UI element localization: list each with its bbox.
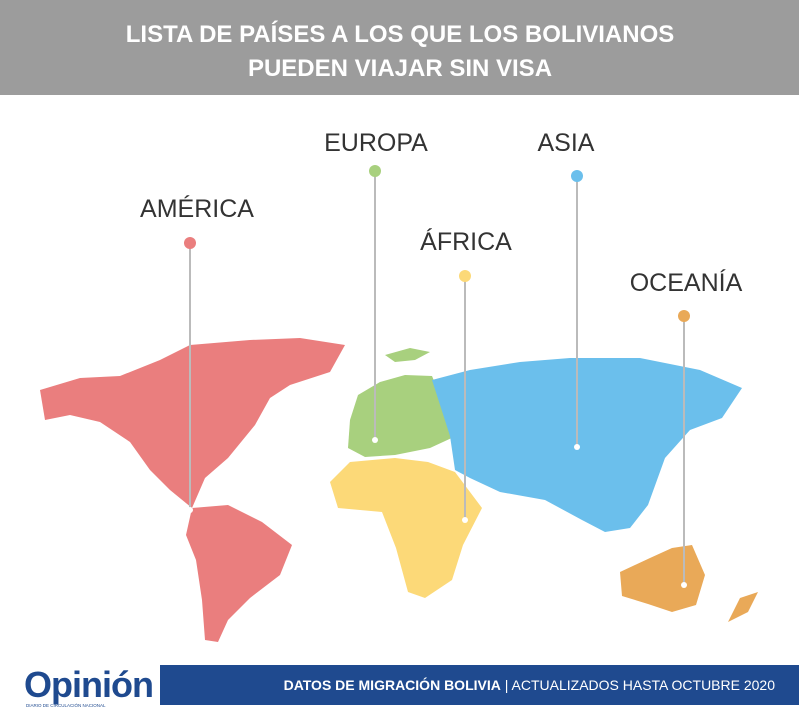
pin-end xyxy=(187,507,193,513)
title-line: LISTA DE PAÍSES A LOS QUE LOS BOLIVIANOS xyxy=(126,20,675,48)
new-zealand xyxy=(728,592,758,622)
australia xyxy=(620,545,705,612)
map xyxy=(40,338,758,642)
footer: Opinión DIARIO DE CIRCULACIÓN NACIONAL D… xyxy=(24,664,799,708)
pin-dot xyxy=(571,170,583,182)
footer-bar xyxy=(160,665,799,705)
europe-isles xyxy=(385,348,430,362)
pin-end xyxy=(681,582,687,588)
region-label: ASIA xyxy=(538,129,595,157)
logo-tagline: DIARIO DE CIRCULACIÓN NACIONAL xyxy=(26,702,106,708)
pin-dot xyxy=(369,165,381,177)
header-band xyxy=(0,0,799,95)
source: DATOS DE MIGRACIÓN BOLIVIA xyxy=(284,676,501,693)
pin-dot xyxy=(459,270,471,282)
region-label: EUROPA xyxy=(324,129,428,157)
pins: AMÉRICA EUROPA ÁFRICA ASIA OCEANÍA xyxy=(140,129,743,588)
north-america xyxy=(40,338,345,508)
separator: | xyxy=(505,677,509,693)
pin-dot xyxy=(678,310,690,322)
south-america xyxy=(186,505,292,642)
footer-text: DATOS DE MIGRACIÓN BOLIVIA | ACTUALIZADO… xyxy=(284,676,776,693)
region-label: AMÉRICA xyxy=(140,194,254,223)
pin-end xyxy=(462,517,468,523)
updated: ACTUALIZADOS HASTA OCTUBRE 2020 xyxy=(512,677,776,693)
logo: Opinión xyxy=(24,664,153,705)
pin-end xyxy=(574,444,580,450)
title-line: PUEDEN VIAJAR SIN VISA xyxy=(248,55,552,82)
pin-dot xyxy=(184,237,196,249)
region-label: OCEANÍA xyxy=(630,268,743,297)
africa xyxy=(330,458,482,598)
region-label: ÁFRICA xyxy=(420,227,512,256)
asia xyxy=(432,358,742,532)
pin-end xyxy=(372,437,378,443)
